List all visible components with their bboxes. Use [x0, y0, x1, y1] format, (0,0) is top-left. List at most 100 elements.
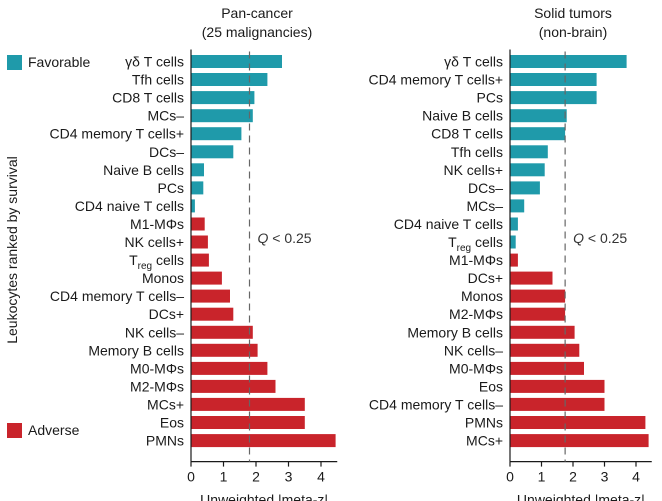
category-label: Memory B cells — [88, 342, 184, 358]
bar — [191, 361, 268, 375]
bar — [510, 163, 545, 177]
bar — [510, 91, 597, 105]
x-tick-label: 0 — [187, 469, 195, 485]
category-label: PCs — [158, 180, 184, 196]
bar — [191, 416, 305, 429]
category-label: Eos — [479, 378, 503, 394]
category-label: Eos — [160, 415, 184, 431]
bar — [510, 361, 584, 375]
bar — [191, 181, 204, 195]
bar — [191, 73, 268, 86]
bar — [191, 325, 253, 339]
category-label: PCs — [477, 90, 503, 106]
category-label: Treg cells — [129, 252, 184, 272]
bar — [191, 127, 242, 141]
x-tick-label: 2 — [252, 469, 260, 485]
bar — [191, 271, 222, 285]
category-label: DCs– — [468, 180, 503, 196]
chart-subtitle: (non-brain) — [539, 24, 607, 40]
bar — [191, 145, 234, 159]
chart-panel-2: Solid tumors (non-brain) γδ T cells CD4 mem… — [369, 5, 652, 501]
category-label: MCs– — [466, 198, 503, 214]
category-label: Tfh cells — [451, 144, 503, 160]
category-label: NK cells+ — [124, 234, 184, 250]
category-label: Naive B cells — [422, 108, 503, 124]
category-label: γδ T cells — [444, 54, 503, 70]
bar — [191, 253, 209, 267]
category-label: CD4 memory T cells+ — [50, 126, 184, 142]
bar — [510, 253, 518, 267]
bar — [191, 289, 230, 303]
bar — [510, 73, 597, 86]
category-label: Tfh cells — [132, 72, 184, 88]
category-label: CD4 naive T cells — [75, 198, 184, 214]
bar — [510, 325, 575, 339]
category-label: PMNs — [465, 415, 503, 431]
bar — [510, 343, 580, 357]
chart-subtitle: (25 malignancies) — [202, 24, 313, 40]
category-label: γδ T cells — [125, 54, 184, 70]
bar — [191, 343, 258, 357]
category-label: M0-MΦs — [130, 360, 184, 376]
chart-title: Pan-cancer — [221, 5, 293, 21]
category-label: M2-MΦs — [449, 306, 503, 322]
threshold-label: Q < 0.25 — [573, 230, 627, 246]
bar — [510, 379, 605, 393]
category-label: Naive B cells — [103, 162, 184, 178]
category-label: M0-MΦs — [449, 360, 503, 376]
bar — [510, 145, 548, 159]
legend-favorable: Favorable — [7, 54, 90, 70]
category-label: CD4 memory T cells– — [50, 288, 184, 304]
category-label: MCs– — [147, 108, 184, 124]
x-tick-label: 1 — [538, 469, 546, 485]
category-label: CD4 memory T cells+ — [369, 72, 503, 88]
x-tick-label: 0 — [506, 469, 514, 485]
category-label: DCs+ — [468, 270, 503, 286]
x-tick-label: 4 — [632, 469, 640, 485]
legend-adverse: Adverse — [7, 422, 79, 438]
category-label: CD4 memory T cells– — [369, 396, 503, 412]
legend-favorable-swatch — [7, 54, 22, 70]
bar — [191, 163, 204, 177]
bar — [510, 181, 540, 195]
bar — [191, 307, 234, 321]
bar — [510, 217, 518, 231]
x-axis-label: Unweighted |meta-z| — [200, 492, 328, 501]
bar — [510, 397, 605, 411]
bar — [510, 199, 525, 213]
bar — [191, 91, 255, 105]
category-label: M1-MΦs — [449, 252, 503, 268]
bar — [510, 307, 566, 321]
bar — [510, 271, 553, 285]
category-label: M2-MΦs — [130, 378, 184, 394]
bar — [510, 55, 627, 68]
bar — [191, 199, 195, 213]
bar — [510, 235, 516, 249]
legend-adverse-swatch — [7, 422, 22, 438]
chart-panel-1: Pan-cancer (25 malignancies) γδ T cells Tfh… — [50, 5, 338, 501]
category-label: NK cells+ — [443, 162, 503, 178]
category-label: CD4 naive T cells — [394, 216, 503, 232]
x-tick-label: 3 — [601, 469, 609, 485]
bar — [191, 109, 253, 123]
bar — [510, 434, 649, 448]
category-label: Memory B cells — [407, 324, 503, 340]
bar — [510, 127, 566, 141]
legend-favorable-label: Favorable — [28, 54, 91, 70]
category-label: CD8 T cells — [431, 126, 503, 142]
bar — [191, 217, 205, 231]
bar — [510, 289, 566, 303]
bar — [191, 397, 305, 411]
x-tick-label: 4 — [317, 469, 325, 485]
x-tick-label: 1 — [220, 469, 228, 485]
category-label: DCs– — [149, 144, 184, 160]
category-label: Treg cells — [448, 234, 503, 254]
category-label: NK cells– — [125, 324, 184, 340]
x-tick-label: 3 — [285, 469, 293, 485]
chart-title: Solid tumors — [534, 5, 612, 21]
category-label: Monos — [461, 288, 503, 304]
legend-adverse-label: Adverse — [28, 422, 80, 438]
category-label: Monos — [142, 270, 184, 286]
x-tick-label: 2 — [569, 469, 577, 485]
